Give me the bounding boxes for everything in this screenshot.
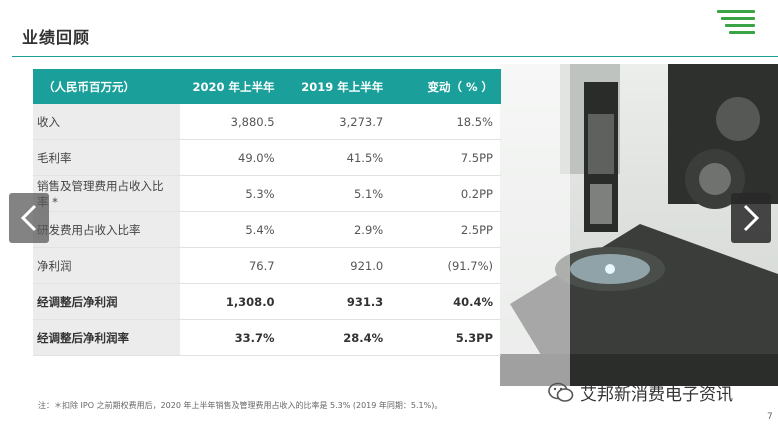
- watermark-text: 艾邦新消费电子资讯: [580, 385, 733, 405]
- value-2019: 931.3: [282, 283, 392, 320]
- value-2019: 41.5%: [282, 139, 392, 176]
- row-label: 销售及管理费用占收入比率 *: [33, 175, 180, 212]
- row-label: 净利润: [33, 247, 180, 284]
- table-header-row: （人民币百万元） 2020 年上半年 2019 年上半年 变动（ % ）: [33, 69, 501, 104]
- value-2019: 28.4%: [282, 319, 392, 356]
- previous-slide-button[interactable]: [9, 193, 49, 243]
- table-row: 研发费用占收入比率 5.4% 2.9% 2.5PP: [33, 211, 501, 248]
- value-change: 40.4%: [391, 283, 501, 320]
- value-2020: 49.0%: [179, 139, 283, 176]
- value-2019: 921.0: [282, 247, 392, 284]
- chevron-right-icon: [743, 204, 760, 232]
- value-2020: 76.7: [179, 247, 283, 284]
- table-row: 净利润 76.7 921.0 (91.7%): [33, 247, 501, 284]
- value-2020: 5.4%: [179, 211, 283, 248]
- value-2019: 3,273.7: [282, 104, 392, 140]
- value-2019: 2.9%: [282, 211, 392, 248]
- row-label: 研发费用占收入比率: [33, 211, 180, 248]
- column-header-2020: 2020 年上半年: [179, 69, 283, 104]
- page-title: 业绩回顾: [22, 28, 91, 47]
- value-change: (91.7%): [391, 247, 501, 284]
- table-row: 收入 3,880.5 3,273.7 18.5%: [33, 104, 501, 140]
- value-change: 18.5%: [391, 104, 501, 140]
- table-row: 销售及管理费用占收入比率 * 5.3% 5.1% 0.2PP: [33, 175, 501, 212]
- table-row: 经调整后净利润率 33.7% 28.4% 5.3PP: [33, 319, 501, 356]
- column-header-label: （人民币百万元）: [33, 69, 180, 104]
- next-slide-button[interactable]: [731, 193, 771, 243]
- page-number: 7: [767, 412, 773, 422]
- value-2019: 5.1%: [282, 175, 392, 212]
- row-label: 经调整后净利润: [33, 283, 180, 320]
- value-2020: 5.3%: [179, 175, 283, 212]
- performance-table: （人民币百万元） 2020 年上半年 2019 年上半年 变动（ % ） 收入 …: [33, 69, 501, 356]
- column-header-change: 变动（ % ）: [391, 69, 501, 104]
- column-header-2019: 2019 年上半年: [282, 69, 392, 104]
- row-label: 毛利率: [33, 139, 180, 176]
- value-change: 0.2PP: [391, 175, 501, 212]
- chevron-left-icon: [20, 204, 37, 232]
- value-change: 5.3PP: [391, 319, 501, 356]
- value-change: 2.5PP: [391, 211, 501, 248]
- footnote: 注：＊扣除 IPO 之前期权费用后，2020 年上半年销售及管理费用占收入的比率…: [38, 401, 443, 410]
- microscope-photo: [500, 64, 778, 386]
- row-label: 经调整后净利润率: [33, 319, 180, 356]
- table-row: 经调整后净利润 1,308.0 931.3 40.4%: [33, 283, 501, 320]
- value-2020: 33.7%: [179, 319, 283, 356]
- value-change: 7.5PP: [391, 139, 501, 176]
- watermark: 艾邦新消费电子资讯: [548, 380, 733, 405]
- value-2020: 1,308.0: [179, 283, 283, 320]
- title-divider: [12, 56, 778, 57]
- company-logo: [715, 8, 757, 42]
- row-label: 收入: [33, 104, 180, 140]
- table-row: 毛利率 49.0% 41.5% 7.5PP: [33, 139, 501, 176]
- wechat-icon: [548, 382, 574, 402]
- value-2020: 3,880.5: [179, 104, 283, 140]
